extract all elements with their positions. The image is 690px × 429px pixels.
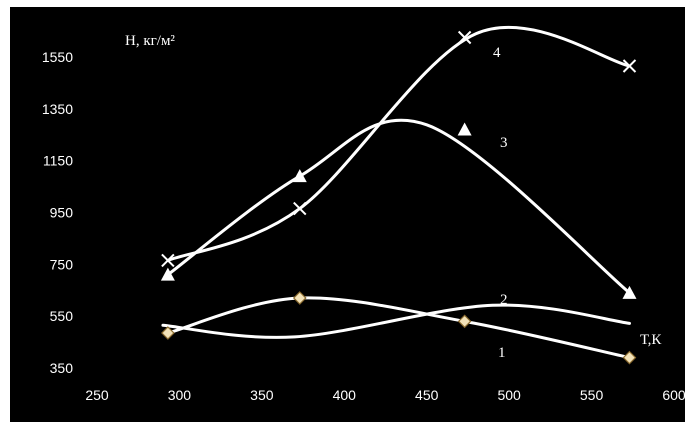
series-markers <box>160 30 637 365</box>
y-tick-label: 1550 <box>42 49 73 65</box>
x-tick-label: 550 <box>580 387 604 403</box>
series-4-point <box>293 201 307 216</box>
series-4-point <box>161 253 175 268</box>
series-3-point <box>457 122 472 136</box>
chart-frame: 250 300 350 400 450 500 550 600 350 550 750 950 1150… <box>10 7 685 422</box>
x-tick-label: 350 <box>250 387 274 403</box>
series-2-label: 2 <box>500 292 508 308</box>
series-1-point <box>457 314 472 329</box>
y-tick-label: 550 <box>50 308 74 324</box>
series-3-line <box>166 118 631 295</box>
y-tick-label: 1150 <box>43 153 73 169</box>
series-1-point <box>292 291 307 305</box>
series-1-point <box>161 326 175 340</box>
x-tick-label: 500 <box>497 387 521 403</box>
y-tick-label: 750 <box>50 256 74 272</box>
series-1-label: 1 <box>498 345 506 361</box>
x-tick-label: 250 <box>85 387 109 403</box>
y-tick-label: 1350 <box>42 101 73 117</box>
x-axis-label: Т,К <box>640 332 662 348</box>
tick-labels: 250 300 350 400 450 500 550 600 350 550 750 950 1150… <box>42 49 685 403</box>
series-1-point <box>622 350 637 365</box>
series-labels: 1 2 3 4 <box>493 45 508 361</box>
x-tick-label: 400 <box>333 387 357 403</box>
series-2-line <box>161 303 631 339</box>
x-tick-label: 450 <box>415 387 439 403</box>
series-4-point <box>622 59 637 73</box>
series-4-line <box>166 25 631 262</box>
series-3-point <box>622 285 637 299</box>
line-chart: 250 300 350 400 450 500 550 600 350 550 750 950 1150… <box>42 25 685 403</box>
y-tick-label: 350 <box>50 360 74 376</box>
series-3-point <box>160 267 175 281</box>
series-4-point <box>457 30 472 45</box>
series-3-point <box>292 169 307 183</box>
series-4-label: 4 <box>493 45 501 61</box>
x-tick-label: 600 <box>662 387 685 403</box>
series-curves <box>161 25 631 360</box>
y-axis-label: Н, кг/м² <box>125 33 175 49</box>
series-3-label: 3 <box>500 135 508 151</box>
x-tick-label: 300 <box>168 387 192 403</box>
series-1-line <box>166 296 631 360</box>
y-tick-label: 950 <box>50 204 74 220</box>
